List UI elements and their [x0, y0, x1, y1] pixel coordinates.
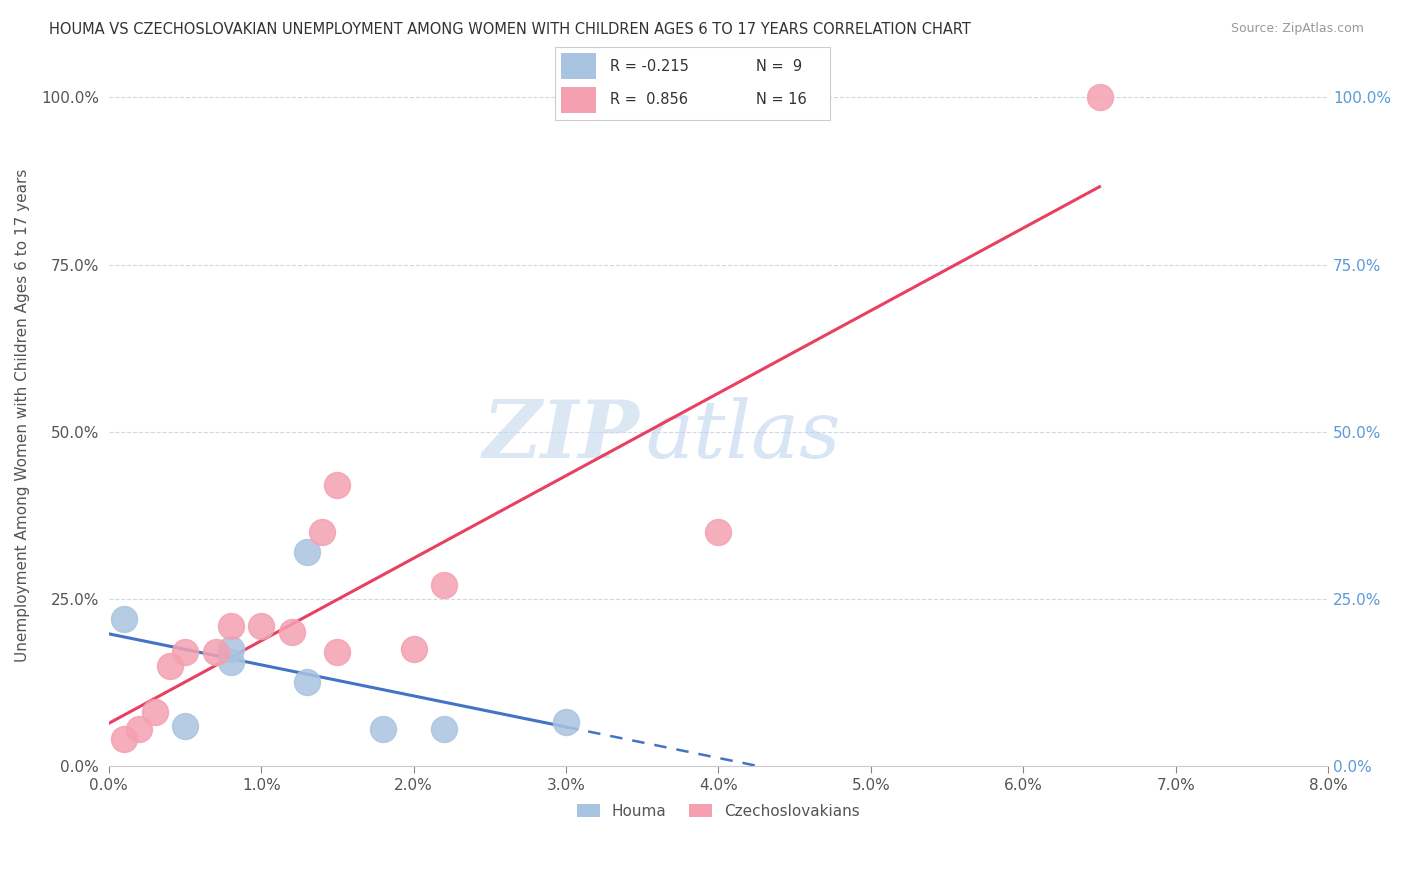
Text: Source: ZipAtlas.com: Source: ZipAtlas.com: [1230, 22, 1364, 36]
Point: [250, 618, 273, 632]
Point: [295, 545, 318, 559]
Point: [326, 478, 349, 492]
Point: [295, 675, 318, 690]
Point: [402, 641, 425, 656]
Point: [219, 618, 242, 632]
Point: [326, 645, 349, 659]
Point: [112, 732, 135, 747]
Point: [219, 641, 242, 656]
Point: [1088, 90, 1111, 104]
Text: N = 16: N = 16: [755, 93, 806, 107]
Point: [159, 658, 181, 673]
Point: [311, 524, 333, 539]
Legend: Houma, Czechoslovakians: Houma, Czechoslovakians: [571, 797, 866, 825]
Point: [204, 645, 226, 659]
Point: [174, 719, 197, 733]
Point: [707, 524, 730, 539]
Text: N =  9: N = 9: [755, 59, 801, 74]
Point: [143, 706, 166, 720]
Text: R =  0.856: R = 0.856: [610, 93, 688, 107]
Point: [174, 645, 197, 659]
Point: [433, 578, 456, 592]
Point: [555, 715, 578, 730]
Text: R = -0.215: R = -0.215: [610, 59, 689, 74]
Bar: [561, 54, 596, 79]
Point: [219, 655, 242, 669]
Point: [128, 722, 150, 736]
Point: [280, 625, 302, 640]
Point: [112, 612, 135, 626]
Text: ZIP: ZIP: [482, 397, 640, 475]
Text: HOUMA VS CZECHOSLOVAKIAN UNEMPLOYMENT AMONG WOMEN WITH CHILDREN AGES 6 TO 17 YEA: HOUMA VS CZECHOSLOVAKIAN UNEMPLOYMENT AM…: [49, 22, 972, 37]
Point: [373, 722, 395, 736]
Y-axis label: Unemployment Among Women with Children Ages 6 to 17 years: Unemployment Among Women with Children A…: [15, 169, 30, 662]
Text: atlas: atlas: [645, 397, 841, 475]
Bar: [561, 87, 596, 113]
Point: [433, 722, 456, 736]
